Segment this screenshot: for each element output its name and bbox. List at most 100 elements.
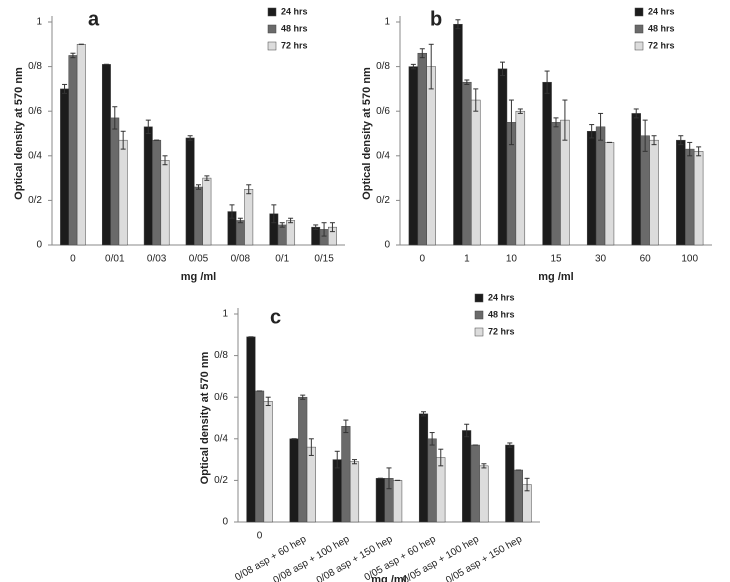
error-bar — [246, 184, 252, 195]
panel-label: a — [88, 8, 100, 30]
error-bar — [410, 63, 416, 70]
bar — [497, 68, 508, 246]
bar — [649, 139, 659, 246]
bar — [68, 55, 78, 246]
error-bar — [313, 224, 319, 230]
error-bar — [187, 135, 193, 141]
error-bar — [464, 79, 470, 85]
error-bar — [120, 130, 126, 150]
error-bar — [419, 48, 425, 59]
bar — [375, 478, 385, 523]
x-tick-label: 0 — [257, 531, 263, 542]
error-bar — [112, 106, 118, 130]
bar — [76, 44, 86, 246]
bar — [408, 66, 419, 246]
x-tick-label: 30 — [595, 254, 607, 265]
error-bar — [196, 184, 201, 190]
x-axis-label: mg /ml — [371, 574, 406, 582]
bar — [542, 81, 552, 246]
y-tick-label: 0/6 — [28, 106, 42, 117]
y-tick-label: 1 — [222, 309, 228, 320]
error-bar — [651, 135, 657, 146]
bar — [393, 480, 403, 523]
bar — [462, 81, 472, 246]
bar — [185, 137, 195, 246]
error-bar — [428, 43, 434, 90]
legend-label: 72 hrs — [488, 326, 515, 336]
bar — [332, 459, 342, 523]
error-bar — [598, 112, 604, 141]
bar — [101, 64, 111, 246]
y-tick-label: 0/8 — [376, 61, 390, 72]
y-tick-label: 0 — [222, 517, 228, 528]
bar — [417, 52, 427, 246]
x-tick-label: 0/08 — [231, 254, 251, 265]
error-bar — [70, 52, 76, 59]
error-bar — [429, 432, 435, 446]
x-tick-label: 0/08 asp + 60 hep — [233, 534, 308, 582]
y-tick-label: 1 — [36, 17, 42, 28]
bar — [118, 139, 128, 246]
y-tick-label: 0/2 — [28, 195, 42, 206]
error-bar — [517, 108, 523, 114]
bar — [471, 99, 481, 246]
error-bar — [553, 117, 559, 128]
bar — [551, 122, 561, 246]
bar — [277, 224, 287, 246]
bar — [194, 186, 203, 246]
legend-swatch — [474, 310, 484, 320]
y-axis-label: Optical density at 570 nm — [361, 67, 373, 200]
panel-label: c — [270, 306, 281, 328]
y-tick-label: 0/4 — [28, 150, 42, 161]
legend-swatch — [474, 327, 484, 337]
error-bar — [481, 463, 487, 469]
error-bar — [62, 83, 68, 94]
bar — [685, 148, 695, 246]
bar — [640, 135, 650, 246]
error-bar — [455, 19, 461, 30]
error-bar — [507, 442, 513, 448]
legend-swatch — [267, 41, 277, 51]
x-tick-label: 0/05 asp + 150 hep — [444, 534, 524, 582]
bar — [289, 438, 299, 523]
x-axis-label: mg /ml — [538, 271, 573, 283]
bar — [244, 189, 254, 246]
error-bar — [145, 119, 151, 134]
legend-label: 48 hrs — [281, 23, 308, 33]
legend-label: 72 hrs — [648, 40, 675, 50]
legend-swatch — [634, 41, 644, 51]
legend-swatch — [267, 7, 277, 17]
bar — [513, 469, 523, 523]
bar — [160, 160, 170, 246]
bar — [676, 139, 686, 246]
error-bar — [473, 88, 479, 112]
bar — [631, 113, 641, 246]
error-bar — [464, 423, 470, 438]
legend-label: 24 hrs — [281, 6, 308, 16]
bar — [462, 430, 472, 523]
bar — [427, 438, 437, 523]
y-tick-label: 0/6 — [214, 392, 228, 403]
error-bar — [562, 99, 568, 141]
bar — [202, 177, 212, 246]
error-bar — [343, 419, 349, 434]
bar — [436, 457, 446, 523]
error-bar — [288, 217, 294, 224]
bar — [110, 117, 120, 246]
error-bar — [204, 175, 210, 181]
bar — [235, 220, 245, 246]
panel-label: b — [430, 8, 442, 30]
error-bar — [386, 467, 392, 490]
x-tick-label: 0/1 — [275, 254, 289, 265]
bar — [604, 142, 615, 246]
x-tick-label: 0/01 — [105, 254, 125, 265]
y-tick-label: 0/8 — [214, 350, 228, 361]
bar — [693, 151, 704, 246]
x-tick-label: 0/03 — [147, 254, 167, 265]
bar — [418, 413, 429, 523]
y-tick-label: 0/2 — [214, 475, 228, 486]
legend-label: 48 hrs — [648, 23, 675, 33]
bar — [470, 444, 480, 523]
error-bar — [162, 155, 168, 166]
